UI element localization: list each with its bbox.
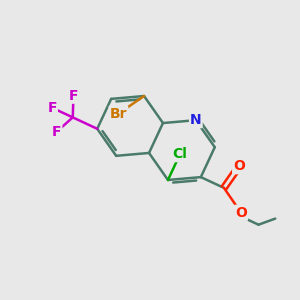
Text: N: N: [190, 113, 202, 127]
Text: F: F: [69, 89, 78, 103]
Text: O: O: [235, 206, 247, 220]
Text: O: O: [233, 159, 245, 173]
Text: Cl: Cl: [172, 147, 188, 161]
Text: Br: Br: [110, 106, 127, 121]
Text: F: F: [47, 101, 57, 115]
Text: F: F: [52, 125, 61, 139]
